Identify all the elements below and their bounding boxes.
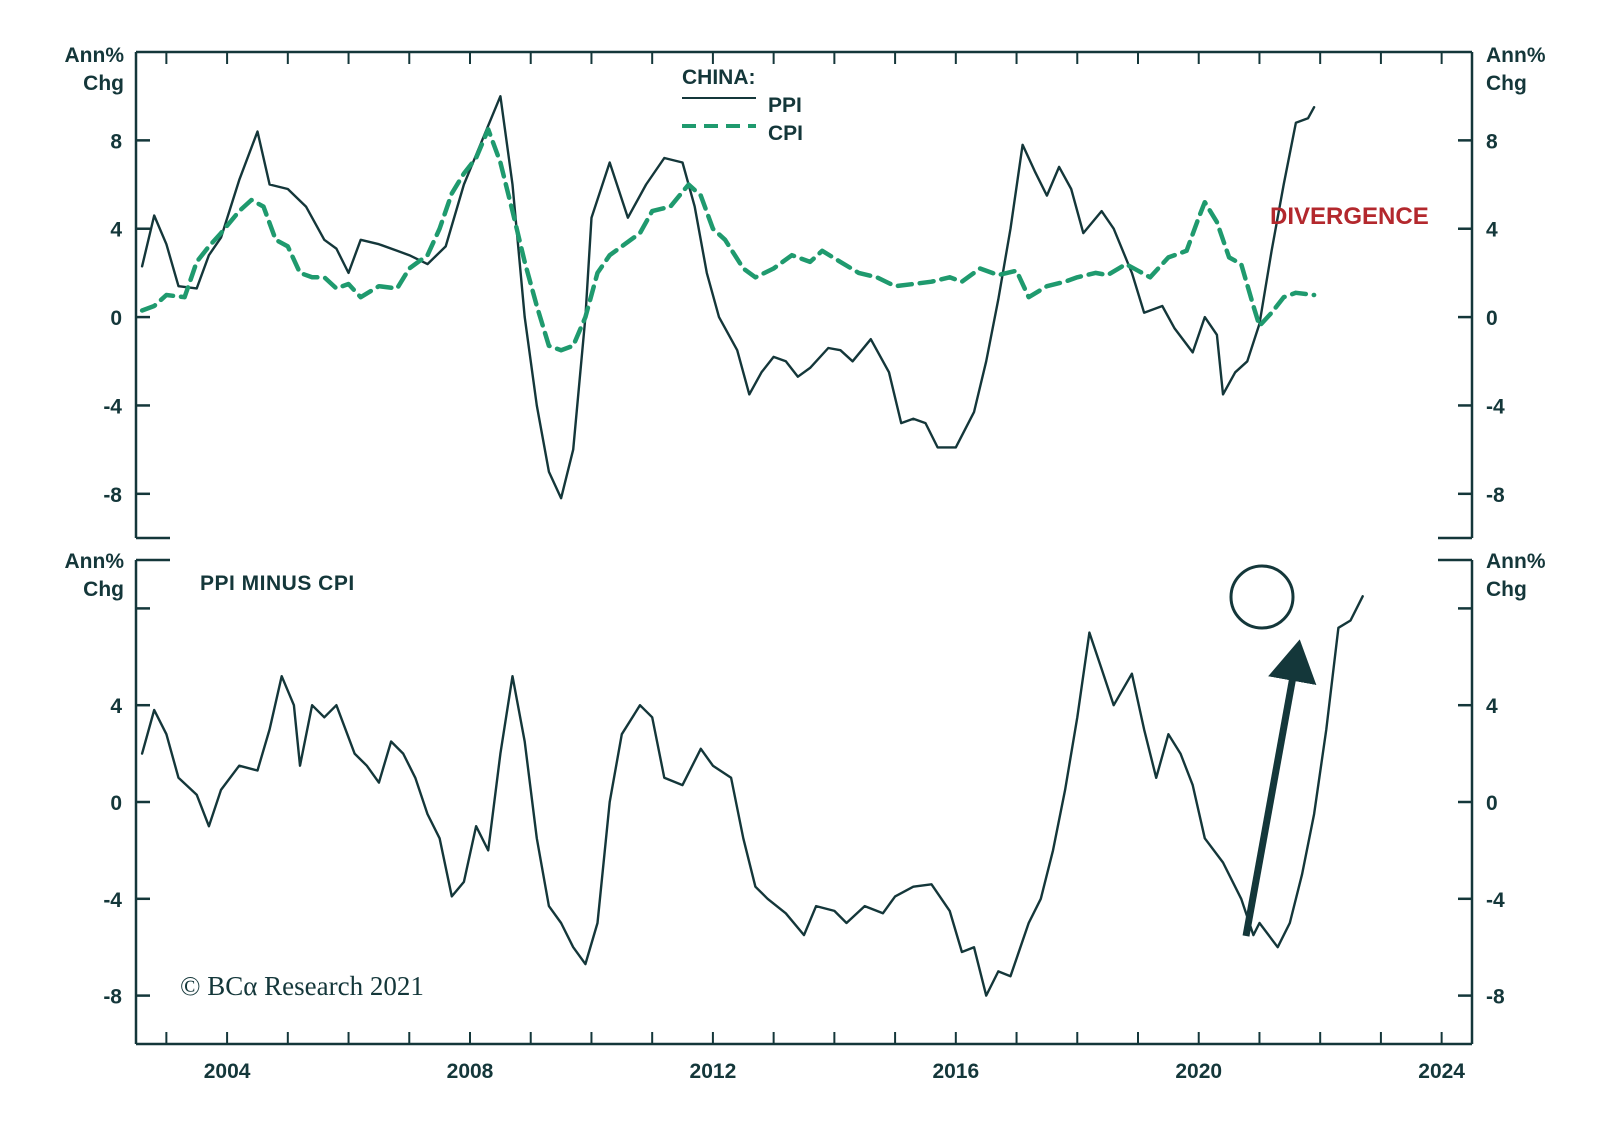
top-left-unit-line2: Chg [83,72,124,95]
top-series-cpi-line [139,127,1317,353]
top-y-tick-label-right: -4 [1486,395,1505,418]
legend-ppi-label: PPI [768,94,802,117]
x-tick-label: 2004 [204,1060,251,1083]
highlight-circle [1229,564,1295,630]
legend-cpi-label: CPI [768,122,803,145]
top-y-tick-label-right: -8 [1486,484,1505,507]
top-y-tick-label-left: -4 [103,395,122,418]
bottom-series-ppi-minus-cpi-line [140,595,1364,997]
top-right-unit-line1: Ann% [1486,44,1546,67]
top-left-unit-line1: Ann% [65,44,125,67]
top-y-tick-label-left: 8 [110,130,122,153]
top-y-tick-label-left: -8 [103,484,122,507]
bottom-y-tick-label-right: -8 [1486,986,1505,1009]
bottom-y-tick-label-left: 4 [110,695,122,718]
bottom-left-unit-line1: Ann% [65,550,125,573]
legend-title: CHINA: [682,66,756,89]
top-y-tick-label-right: 4 [1486,219,1498,242]
bottom-left-unit-line2: Chg [83,578,124,601]
x-tick-label: 2016 [932,1060,979,1083]
x-tick-label: 2012 [690,1060,737,1083]
top-y-tick-label-right: 8 [1486,130,1498,153]
top-panel: -8 -8 -4 -4 0 0 4 4 8 8 [103,50,1505,540]
x-tick-label: 2008 [447,1060,494,1083]
top-y-tick-label-left: 4 [110,219,122,242]
bottom-y-tick-label-right: 0 [1486,792,1498,815]
bottom-y-tick-label-right: -4 [1486,889,1505,912]
bottom-y-tick-label-left: 0 [110,792,122,815]
top-y-tick-label-right: 0 [1486,307,1498,330]
top-series-ppi-line [140,95,1316,500]
x-tick-label: 2024 [1418,1060,1465,1083]
trend-arrow [1242,639,1317,937]
bottom-right-unit-line2: Chg [1486,578,1527,601]
legend: CHINA: PPI CPI [682,66,803,145]
divergence-annotation: DIVERGENCE [1270,203,1429,230]
bottom-y-tick-label-left: -8 [103,986,122,1009]
top-y-tick-label-left: 0 [110,307,122,330]
bottom-y-tick-label-right: 4 [1486,695,1498,718]
bottom-panel: -8 -8 -4 -4 0 0 4 4 2004 2008 2012 2016 2020 2024 [103,52,1505,1083]
bottom-y-tick-label-left: -4 [103,889,122,912]
copyright-text: © BCα Research 2021 [180,971,424,1001]
bottom-right-unit-line1: Ann% [1486,550,1546,573]
bottom-panel-title: PPI MINUS CPI [200,572,355,595]
top-right-unit-line2: Chg [1486,72,1527,95]
x-tick-label: 2020 [1175,1060,1222,1083]
